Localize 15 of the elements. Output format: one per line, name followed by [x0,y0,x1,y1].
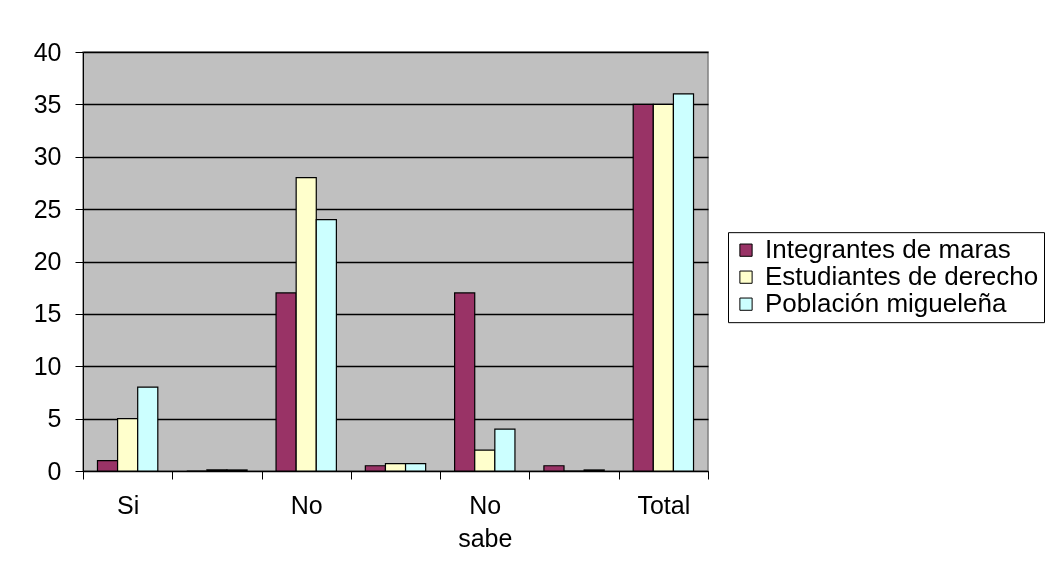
y-tick-label: 25 [33,194,62,223]
y-tick-label: 10 [33,351,62,380]
y-tick-label: 0 [47,456,62,485]
x-tick-label: No sabe [458,490,513,552]
x-tick-label: No [290,490,323,519]
legend-label: Población migueleña [765,288,1007,319]
y-tick-label: 30 [33,142,62,171]
y-tick-label: 35 [33,89,62,118]
legend-label: Integrantes de maras [765,234,1011,265]
y-tick-label: 15 [33,299,62,328]
y-tick-label: 5 [47,404,62,433]
y-tick-label: 20 [33,247,62,275]
x-tick-label: Total [637,490,691,519]
y-tick-label: 40 [33,37,62,66]
x-tick-label: Si [117,490,140,519]
